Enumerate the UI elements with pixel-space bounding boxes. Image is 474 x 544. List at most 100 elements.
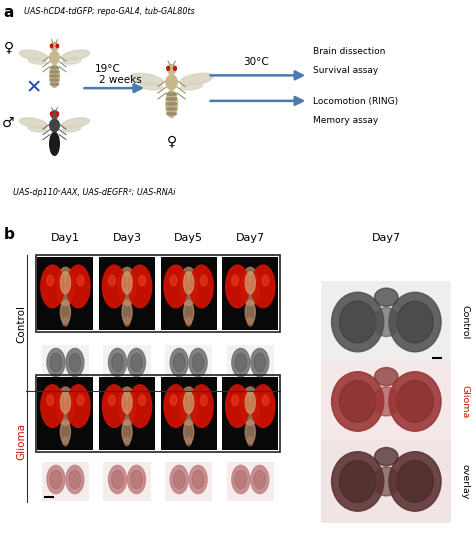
Ellipse shape: [50, 132, 59, 155]
Ellipse shape: [251, 465, 269, 493]
Ellipse shape: [173, 354, 185, 372]
Ellipse shape: [167, 66, 170, 70]
Ellipse shape: [170, 395, 177, 405]
Ellipse shape: [131, 354, 142, 372]
Ellipse shape: [56, 267, 74, 306]
Ellipse shape: [47, 465, 65, 493]
Ellipse shape: [47, 275, 54, 286]
Ellipse shape: [122, 272, 132, 294]
Ellipse shape: [374, 368, 398, 386]
FancyBboxPatch shape: [227, 462, 274, 501]
Ellipse shape: [397, 381, 433, 422]
Ellipse shape: [28, 58, 47, 64]
Ellipse shape: [374, 307, 400, 337]
Ellipse shape: [128, 348, 146, 376]
Ellipse shape: [50, 44, 53, 47]
Ellipse shape: [62, 58, 81, 64]
Ellipse shape: [60, 272, 71, 294]
Ellipse shape: [62, 50, 90, 60]
Ellipse shape: [170, 465, 188, 493]
Ellipse shape: [77, 275, 84, 286]
FancyBboxPatch shape: [321, 360, 451, 443]
Ellipse shape: [50, 71, 59, 73]
Text: UAS-dp110ᶜAAX, UAS-dEGFR²; UAS-RNAi: UAS-dp110ᶜAAX, UAS-dEGFR²; UAS-RNAi: [13, 188, 176, 197]
Ellipse shape: [118, 387, 136, 425]
Ellipse shape: [247, 437, 253, 446]
Ellipse shape: [66, 265, 90, 308]
Ellipse shape: [180, 73, 213, 85]
Text: Control: Control: [460, 305, 469, 339]
FancyBboxPatch shape: [161, 257, 217, 331]
Ellipse shape: [332, 292, 384, 352]
Ellipse shape: [226, 385, 249, 428]
FancyBboxPatch shape: [321, 281, 451, 363]
Text: Brain dissection: Brain dissection: [313, 47, 385, 55]
Ellipse shape: [140, 82, 163, 90]
Text: Survival assay: Survival assay: [313, 66, 378, 75]
Ellipse shape: [56, 112, 59, 115]
Text: 19°C: 19°C: [95, 64, 121, 74]
Ellipse shape: [112, 471, 123, 489]
Ellipse shape: [245, 392, 255, 413]
Ellipse shape: [102, 385, 126, 428]
Text: ♀: ♀: [166, 134, 177, 149]
Ellipse shape: [128, 265, 152, 308]
FancyBboxPatch shape: [321, 440, 451, 523]
Ellipse shape: [50, 65, 59, 88]
Ellipse shape: [254, 354, 265, 372]
Ellipse shape: [397, 301, 433, 343]
Ellipse shape: [60, 420, 71, 443]
FancyBboxPatch shape: [222, 376, 278, 450]
Ellipse shape: [60, 300, 71, 324]
Ellipse shape: [247, 317, 253, 326]
Ellipse shape: [245, 272, 255, 294]
Ellipse shape: [186, 437, 191, 446]
Text: Memory assay: Memory assay: [313, 116, 378, 125]
Ellipse shape: [51, 42, 58, 51]
Ellipse shape: [262, 395, 269, 405]
Ellipse shape: [50, 75, 59, 77]
Text: Day7: Day7: [372, 233, 401, 243]
Ellipse shape: [50, 354, 62, 372]
Ellipse shape: [339, 381, 376, 422]
Ellipse shape: [62, 118, 90, 128]
FancyBboxPatch shape: [321, 360, 451, 443]
Ellipse shape: [200, 275, 207, 286]
Ellipse shape: [241, 387, 259, 425]
Ellipse shape: [56, 44, 59, 47]
Ellipse shape: [232, 348, 250, 376]
Ellipse shape: [170, 348, 188, 376]
Ellipse shape: [166, 75, 177, 90]
Ellipse shape: [332, 452, 384, 511]
Ellipse shape: [19, 118, 47, 128]
Ellipse shape: [173, 471, 185, 489]
Ellipse shape: [124, 437, 130, 446]
Ellipse shape: [192, 471, 204, 489]
Ellipse shape: [77, 395, 84, 405]
FancyBboxPatch shape: [99, 376, 155, 450]
Ellipse shape: [47, 395, 54, 405]
FancyBboxPatch shape: [42, 462, 89, 501]
Ellipse shape: [128, 385, 152, 428]
Ellipse shape: [180, 267, 198, 306]
Ellipse shape: [200, 395, 207, 405]
Ellipse shape: [166, 108, 177, 110]
Ellipse shape: [66, 385, 90, 428]
Text: overlay: overlay: [460, 463, 469, 499]
Ellipse shape: [245, 300, 255, 324]
Ellipse shape: [192, 354, 204, 372]
Ellipse shape: [186, 317, 191, 326]
Text: ♂: ♂: [2, 116, 15, 130]
Ellipse shape: [51, 110, 58, 119]
Ellipse shape: [189, 348, 207, 376]
Ellipse shape: [56, 387, 74, 425]
Ellipse shape: [189, 465, 207, 493]
Ellipse shape: [183, 272, 194, 294]
Ellipse shape: [254, 471, 265, 489]
Text: Day5: Day5: [174, 233, 203, 243]
FancyBboxPatch shape: [103, 345, 151, 384]
Ellipse shape: [190, 265, 213, 308]
Ellipse shape: [63, 317, 68, 326]
Ellipse shape: [339, 301, 376, 343]
Ellipse shape: [181, 82, 203, 90]
